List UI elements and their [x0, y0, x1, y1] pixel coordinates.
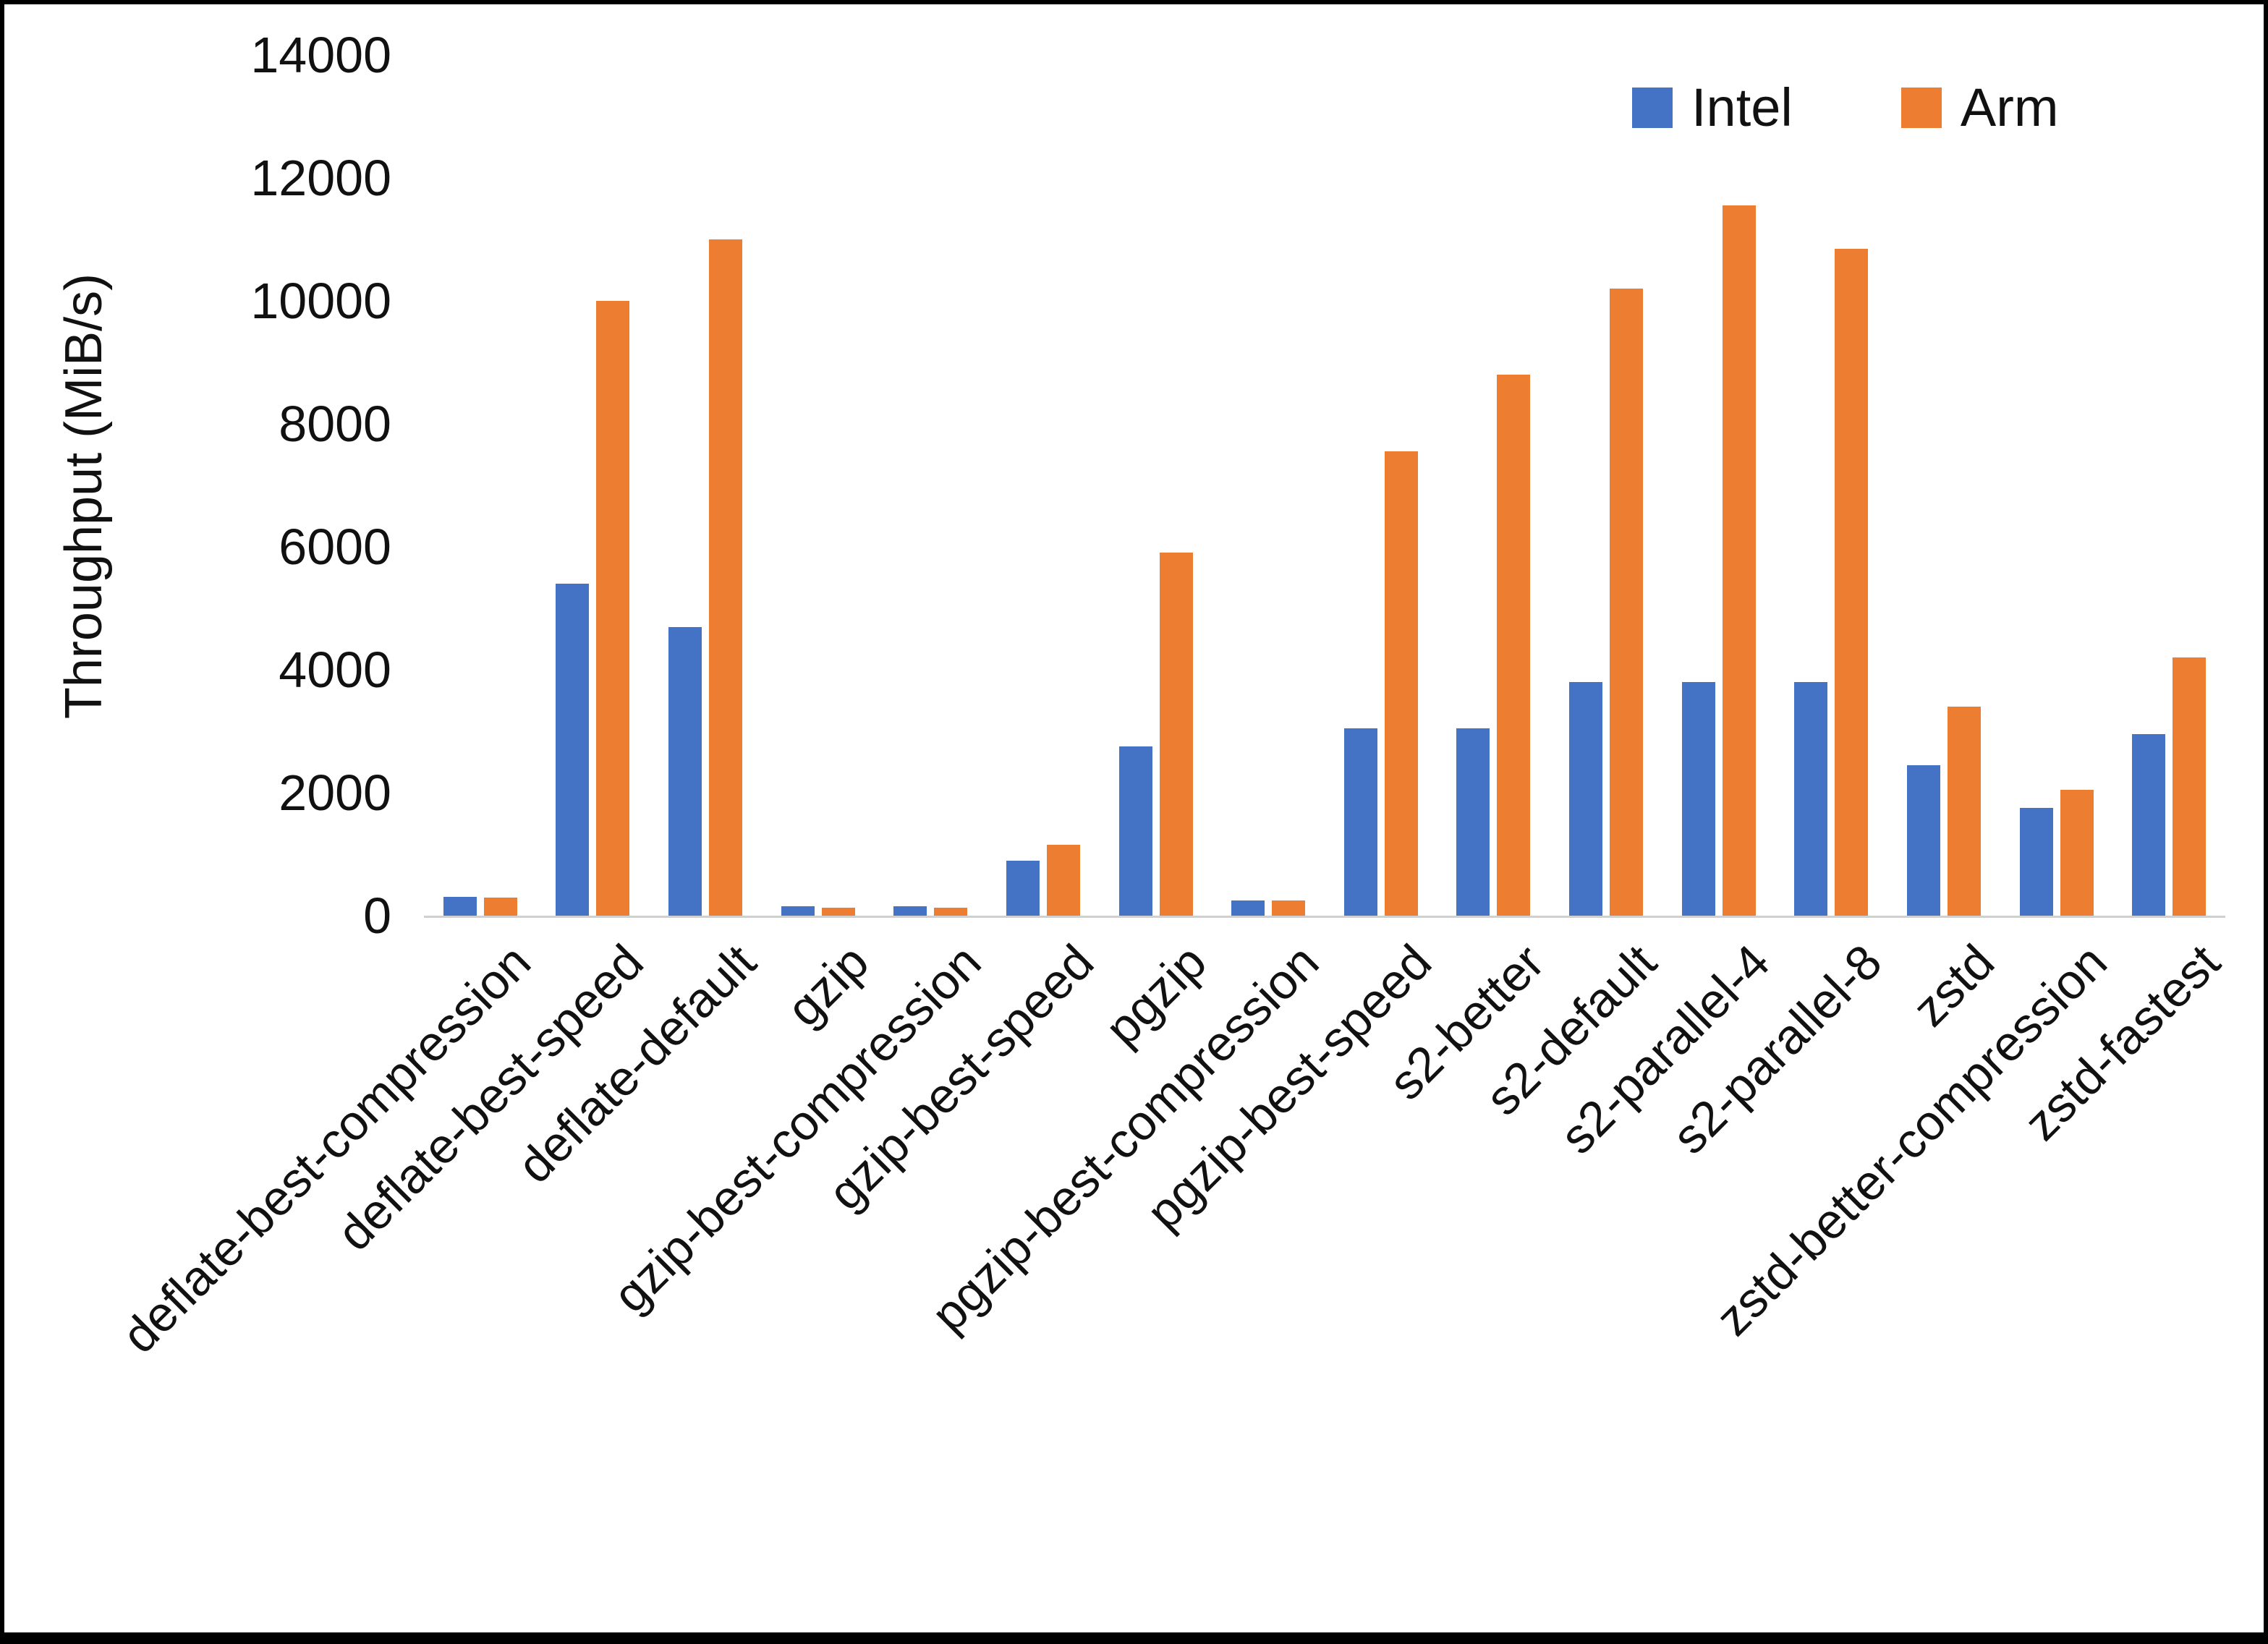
legend-item-arm: Arm	[1900, 77, 2059, 138]
bar-arm-pgzip	[1159, 553, 1193, 916]
bar-group-pgzip-best-compression	[1231, 900, 1306, 916]
bar-arm-gzip-best-speed	[1046, 845, 1080, 916]
bar-group-pgzip-best-speed	[1343, 451, 1418, 916]
bar-intel-gzip-best-compression	[893, 906, 927, 916]
bar-group-s2-parallel-8	[1794, 249, 1869, 916]
legend-swatch-arm	[1900, 87, 1942, 128]
bar-arm-s2-parallel-8	[1835, 249, 1869, 916]
bar-intel-s2-better	[1456, 728, 1490, 916]
plot-area	[424, 55, 2225, 918]
bar-arm-zstd-fastest	[2173, 657, 2207, 916]
bar-arm-deflate-default	[709, 239, 743, 916]
y-tick-label: 4000	[279, 642, 391, 698]
bar-group-s2-default	[1569, 289, 1644, 916]
bar-group-pgzip	[1118, 553, 1193, 916]
bar-intel-pgzip-best-compression	[1231, 900, 1265, 916]
bar-arm-s2-better	[1497, 375, 1531, 916]
bar-group-zstd	[1906, 707, 1981, 916]
y-tick-label: 10000	[250, 273, 391, 329]
bar-intel-s2-parallel-8	[1794, 682, 1828, 916]
bar-group-deflate-best-compression	[443, 897, 517, 916]
bar-group-gzip-best-compression	[893, 906, 968, 916]
bar-arm-pgzip-best-speed	[1384, 451, 1418, 916]
y-tick-label: 8000	[279, 396, 391, 452]
bar-intel-pgzip-best-speed	[1343, 728, 1377, 916]
bar-group-gzip-best-speed	[1006, 845, 1080, 916]
bar-intel-zstd-better-compression	[2019, 808, 2053, 916]
bar-group-deflate-best-speed	[556, 301, 630, 916]
bar-group-deflate-default	[668, 239, 743, 916]
bar-group-s2-better	[1456, 375, 1531, 916]
bar-intel-zstd-fastest	[2132, 734, 2166, 916]
bar-group-s2-parallel-4	[1681, 205, 1756, 916]
bar-group-gzip	[781, 906, 855, 916]
bar-arm-zstd-better-compression	[2060, 790, 2094, 916]
bar-arm-gzip-best-compression	[934, 908, 968, 916]
y-tick-label: 14000	[250, 27, 391, 83]
bar-intel-gzip	[781, 906, 815, 916]
bar-intel-s2-parallel-4	[1681, 682, 1715, 916]
y-tick-label: 0	[363, 887, 391, 944]
y-tick-label: 2000	[279, 764, 391, 821]
bar-intel-gzip-best-speed	[1006, 861, 1040, 916]
legend-swatch-intel	[1632, 87, 1673, 128]
bar-intel-deflate-best-compression	[443, 897, 477, 916]
bar-arm-deflate-best-speed	[596, 301, 630, 916]
bar-intel-deflate-best-speed	[556, 584, 590, 916]
bar-arm-pgzip-best-compression	[1272, 900, 1306, 916]
bar-arm-s2-parallel-4	[1722, 205, 1756, 916]
bar-intel-pgzip	[1118, 746, 1152, 916]
legend: Intel Arm	[1632, 77, 2059, 138]
bar-intel-zstd	[1906, 765, 1940, 916]
legend-item-intel: Intel	[1632, 77, 1793, 138]
bar-group-zstd-better-compression	[2019, 790, 2094, 916]
y-tick-label: 6000	[279, 519, 391, 575]
bar-arm-gzip	[821, 908, 855, 916]
legend-label-intel: Intel	[1691, 77, 1793, 137]
bar-arm-deflate-best-compression	[483, 898, 517, 916]
y-axis-ticks: 0 2000 4000 6000 8000 10000 12000 14000	[4, 30, 391, 941]
bar-intel-deflate-default	[668, 627, 702, 916]
bar-arm-zstd	[1947, 707, 1981, 916]
bar-arm-s2-default	[1610, 289, 1644, 916]
y-tick-label: 12000	[250, 150, 391, 206]
bar-group-zstd-fastest	[2132, 657, 2207, 916]
bar-intel-s2-default	[1569, 682, 1603, 916]
legend-label-arm: Arm	[1960, 77, 2059, 137]
